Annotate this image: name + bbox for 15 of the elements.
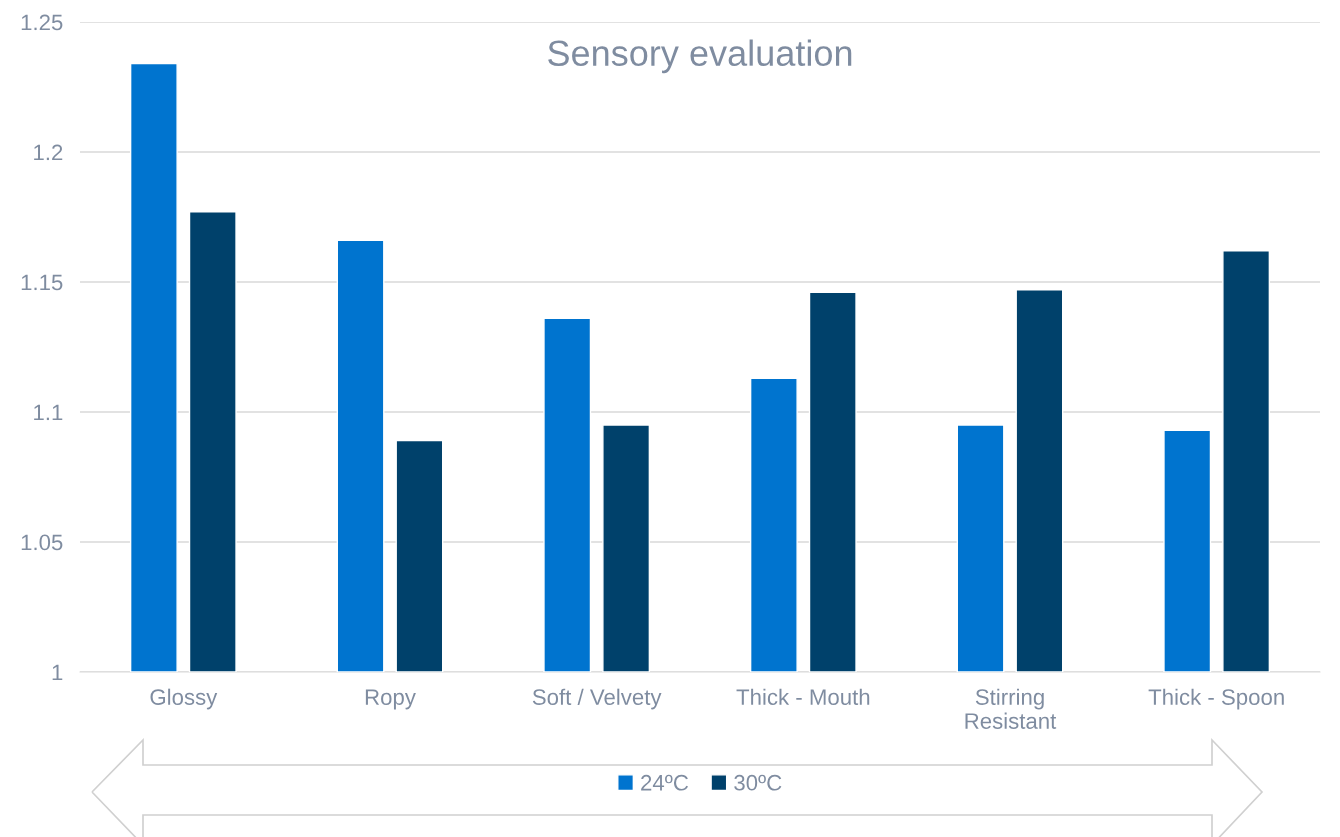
x-tick-label: Thick - Mouth xyxy=(736,688,870,705)
x-tick-label: Soft / Velvety xyxy=(532,688,662,710)
y-tick-label: 1.1 xyxy=(34,404,63,421)
y-tick-label: 1.25 xyxy=(21,14,63,31)
y-tick-label: 1.05 xyxy=(21,534,63,551)
x-tick-label: Glossy xyxy=(150,688,218,710)
x-tick-label: Ropy xyxy=(365,689,416,710)
x-tick-label: Stirring Resistant xyxy=(965,688,1057,729)
y-tick-label: 1.2 xyxy=(34,144,63,161)
chart-title: Sensory evaluation xyxy=(548,39,852,74)
y-tick-label: 1.15 xyxy=(21,274,63,291)
y-tick-label: 1 xyxy=(52,664,63,681)
legend-label: 30ºC xyxy=(734,774,782,791)
x-tick-label: Thick - Spoon xyxy=(1148,688,1284,710)
legend-label: 24ºC xyxy=(641,774,689,791)
